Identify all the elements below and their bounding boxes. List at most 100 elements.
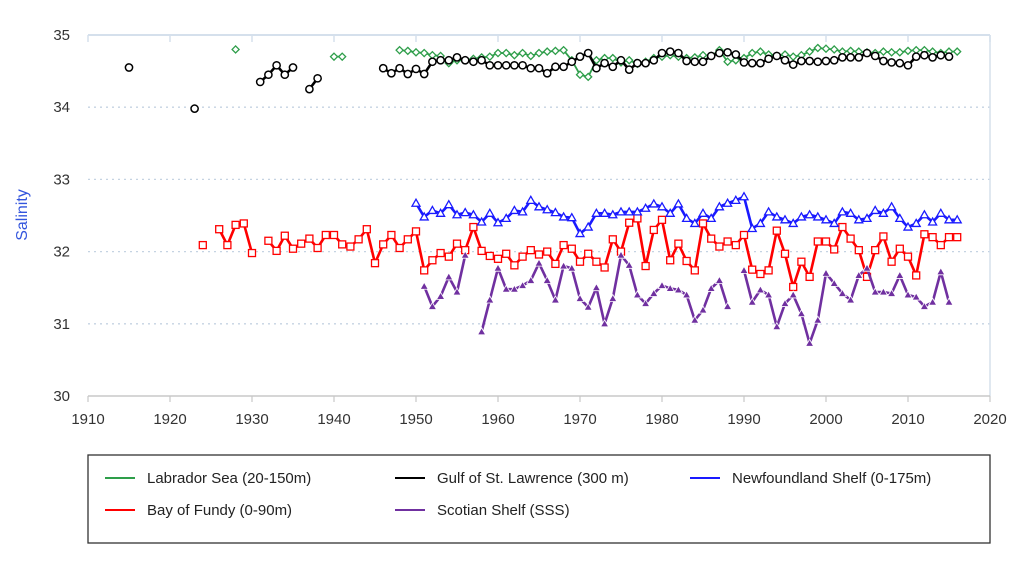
data-point (903, 60, 913, 70)
data-point (444, 272, 454, 281)
data-point (953, 233, 962, 242)
data-point (682, 256, 691, 266)
data-point (443, 199, 454, 209)
data-point (707, 234, 716, 243)
data-point (829, 218, 840, 228)
data-point (944, 297, 954, 306)
data-point (534, 63, 544, 73)
x-tick-label: 1940 (317, 411, 350, 428)
data-point (640, 298, 651, 307)
data-point (592, 257, 601, 266)
data-point (526, 63, 536, 73)
data-point (428, 57, 437, 67)
data-point (763, 206, 774, 216)
data-point (451, 209, 463, 219)
data-point (813, 43, 823, 53)
data-point (887, 47, 897, 57)
data-point (911, 218, 922, 228)
data-point (534, 48, 544, 58)
data-point (419, 48, 429, 58)
data-point (804, 338, 815, 347)
x-tick-label: 1970 (563, 411, 596, 428)
data-point (690, 266, 699, 275)
data-point (501, 48, 511, 58)
data-point (780, 55, 790, 65)
data-point (887, 58, 896, 67)
data-point (559, 62, 568, 72)
data-point (690, 57, 700, 67)
data-point (722, 197, 733, 207)
data-point (452, 53, 462, 62)
data-point (927, 216, 938, 226)
data-point (706, 283, 716, 292)
data-point (649, 288, 659, 297)
data-point (829, 278, 839, 287)
data-point (805, 47, 815, 57)
data-point (542, 204, 553, 214)
data-point (264, 236, 273, 245)
data-point (476, 216, 487, 226)
data-point (649, 225, 658, 235)
x-tick-label: 1950 (399, 411, 432, 428)
data-point (821, 268, 831, 277)
data-point (838, 53, 847, 62)
data-point (460, 55, 470, 65)
y-tick-label: 35 (53, 27, 70, 44)
data-point (608, 53, 618, 63)
data-point (853, 214, 864, 224)
data-point (747, 297, 757, 306)
data-point (247, 248, 257, 258)
data-point (788, 218, 799, 228)
data-point (657, 48, 667, 58)
data-point (469, 222, 478, 232)
data-point (559, 45, 569, 55)
data-point (362, 225, 371, 234)
data-point (427, 301, 438, 310)
data-point (714, 201, 725, 211)
data-point (297, 239, 306, 248)
data-point (615, 206, 627, 216)
y-tick-label: 30 (53, 388, 70, 405)
x-tick-label: 2010 (891, 411, 924, 428)
data-point (715, 48, 724, 58)
data-point (567, 244, 576, 253)
data-point (894, 213, 905, 223)
x-tick-label: 1980 (645, 411, 678, 428)
data-point (788, 290, 798, 299)
data-point (714, 275, 725, 284)
data-point (476, 326, 487, 336)
data-point (354, 235, 363, 244)
data-point (558, 261, 569, 270)
legend-entry: Labrador Sea (20-150m) (105, 470, 311, 487)
data-point (591, 55, 601, 65)
data-point (755, 47, 765, 57)
data-point (943, 214, 955, 224)
data-point (649, 55, 659, 65)
data-point (789, 282, 798, 292)
data-point (666, 256, 675, 265)
data-point (928, 233, 937, 242)
data-point (534, 250, 544, 259)
data-point (656, 201, 668, 211)
series-line (422, 254, 467, 308)
data-point (879, 56, 888, 66)
data-point (575, 293, 585, 302)
data-point (846, 53, 855, 62)
data-point (607, 209, 618, 219)
data-point (830, 245, 839, 254)
data-point (706, 51, 716, 61)
data-point (485, 60, 495, 70)
data-point (804, 209, 815, 219)
data-point (912, 271, 921, 280)
legend: Labrador Sea (20-150m) Gulf of St. Lawren… (105, 470, 931, 519)
data-point (542, 68, 552, 78)
series-newfoundland-shelf-0-175m- (410, 191, 963, 238)
data-point (600, 58, 609, 68)
legend-label: Labrador Sea (20-150m) (147, 470, 311, 487)
legend-entry: Scotian Shelf (SSS) (395, 502, 570, 519)
data-point (755, 218, 766, 228)
data-point (533, 201, 545, 211)
data-point (280, 70, 290, 80)
data-point (395, 45, 405, 55)
